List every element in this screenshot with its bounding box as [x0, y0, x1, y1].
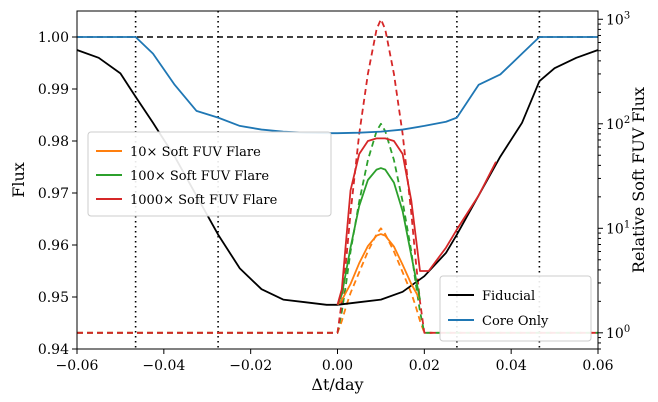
legend-box — [87, 131, 332, 217]
legend-label: 100× Soft FUV Flare — [130, 169, 269, 184]
left-y-tick-label: 0.94 — [38, 342, 69, 358]
series-1000-soft-fuv-flare — [336, 137, 497, 306]
x-tick-label: −0.02 — [229, 358, 272, 374]
legend-label: 10× Soft FUV Flare — [130, 145, 261, 160]
legend-layer: 10× Soft FUV Flare 100× Soft FUV Flare 100… — [87, 131, 592, 342]
right-y-tick-label: 102 — [606, 115, 630, 133]
x-tick-label: −0.06 — [56, 358, 99, 374]
series-100-flare-fuv — [77, 122, 598, 334]
series-10-soft-fuv-flare — [336, 233, 421, 306]
legend-label: Fiducial — [482, 289, 535, 304]
left-y-axis-label: Flux — [9, 162, 28, 198]
legend-box — [439, 275, 592, 342]
x-tick-label: 0.02 — [409, 358, 440, 374]
left-y-tick-label: 0.96 — [38, 238, 69, 254]
legend-label: Core Only — [482, 314, 549, 329]
series-1000-flare-fuv — [77, 18, 598, 334]
left-y-tick-label: 0.99 — [38, 82, 69, 98]
series-100-soft-fuv-flare — [336, 167, 421, 306]
x-tick-label: 0.00 — [322, 358, 353, 374]
right-y-axis-label: Relative Soft FUV Flux — [629, 87, 648, 273]
left-y-tick-label: 0.95 — [38, 290, 69, 306]
tick-exponent: 1 — [624, 219, 630, 230]
x-tick-label: 0.04 — [496, 358, 527, 374]
x-axis-label: Δt/day — [311, 375, 363, 394]
x-tick-label: 0.06 — [582, 358, 613, 374]
left-y-tick-label: 0.97 — [38, 186, 69, 202]
tick-exponent: 0 — [624, 324, 630, 335]
series-core-only — [77, 36, 598, 135]
reference-lines — [77, 11, 598, 349]
right-y-tick-label: 101 — [606, 219, 630, 237]
tick-exponent: 3 — [624, 10, 630, 21]
left-y-tick-label: 1.00 — [38, 30, 69, 46]
legend-label: 1000× Soft FUV Flare — [130, 193, 278, 208]
left-y-tick-label: 0.98 — [38, 134, 69, 150]
series-10-flare-fuv — [77, 227, 598, 334]
tick-exponent: 2 — [624, 115, 630, 126]
right-y-tick-label: 100 — [606, 324, 630, 342]
right-y-tick-label: 103 — [606, 10, 630, 28]
x-tick-label: −0.04 — [142, 358, 185, 374]
